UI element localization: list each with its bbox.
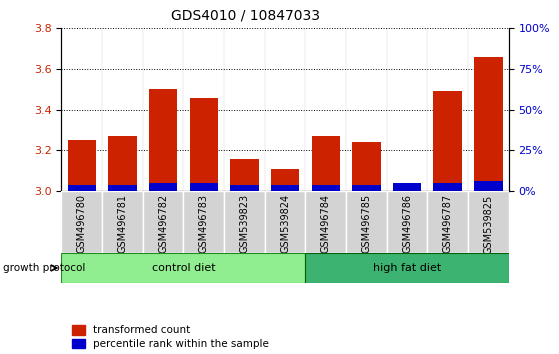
Bar [149, 90, 177, 191]
Text: GDS4010 / 10847033: GDS4010 / 10847033 [172, 9, 320, 23]
Text: growth protocol: growth protocol [3, 263, 85, 273]
Bar [102, 191, 143, 253]
Bar [149, 183, 177, 191]
Bar [271, 185, 299, 191]
Text: GSM496787: GSM496787 [443, 194, 453, 253]
Bar [190, 98, 218, 191]
Bar [352, 142, 381, 191]
Bar [190, 183, 218, 191]
Text: high fat diet: high fat diet [373, 263, 441, 273]
Bar [474, 181, 503, 191]
Bar [352, 185, 381, 191]
Text: GSM496783: GSM496783 [199, 194, 209, 253]
Bar [68, 140, 96, 191]
Text: GSM496785: GSM496785 [362, 194, 371, 253]
Bar [108, 136, 137, 191]
Text: GSM496782: GSM496782 [158, 194, 168, 253]
Bar [61, 191, 102, 253]
Bar [393, 185, 421, 191]
Bar [271, 169, 299, 191]
Bar [61, 253, 305, 283]
Bar [230, 159, 259, 191]
Text: GSM539824: GSM539824 [280, 194, 290, 253]
Bar [474, 57, 503, 191]
Bar [265, 191, 305, 253]
Bar [346, 191, 387, 253]
Text: GSM496780: GSM496780 [77, 194, 87, 253]
Bar [311, 136, 340, 191]
Bar [387, 191, 428, 253]
Bar [433, 91, 462, 191]
Bar [468, 191, 509, 253]
Bar [311, 185, 340, 191]
Bar [183, 191, 224, 253]
Text: GSM539823: GSM539823 [239, 194, 249, 253]
Text: GSM539825: GSM539825 [484, 194, 494, 253]
Bar [305, 253, 509, 283]
Bar [68, 185, 96, 191]
Bar [230, 185, 259, 191]
Text: GSM496781: GSM496781 [117, 194, 127, 253]
Text: GSM496786: GSM496786 [402, 194, 412, 253]
Bar [433, 183, 462, 191]
Bar [428, 191, 468, 253]
Bar [224, 191, 265, 253]
Text: control diet: control diet [151, 263, 215, 273]
Bar [305, 191, 346, 253]
Bar [393, 183, 421, 191]
Bar [108, 185, 137, 191]
Text: GSM496784: GSM496784 [321, 194, 331, 253]
Bar [143, 191, 183, 253]
Legend: transformed count, percentile rank within the sample: transformed count, percentile rank withi… [72, 325, 269, 349]
